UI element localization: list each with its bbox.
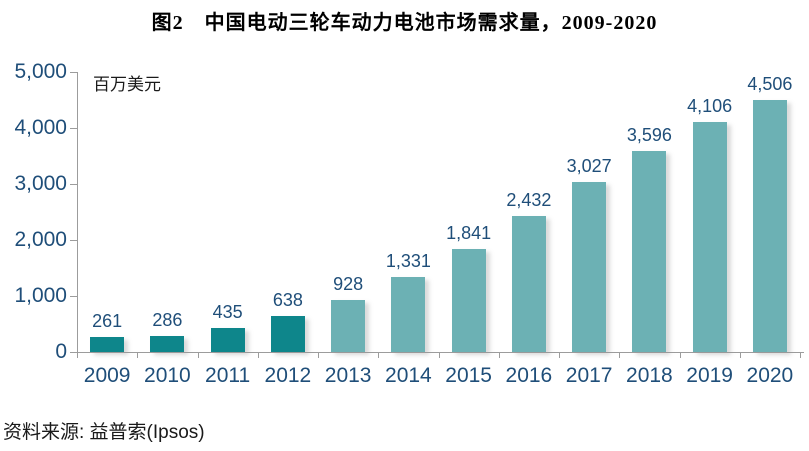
x-axis-label-2009: 2009 <box>83 364 131 387</box>
bar-value-2016: 2,432 <box>506 189 552 210</box>
bar-value-2012: 638 <box>272 290 303 311</box>
bar-2012 <box>270 316 305 352</box>
x-tick <box>137 352 139 358</box>
y-tick <box>70 352 77 353</box>
bar-value-2010: 286 <box>152 309 183 330</box>
y-tick <box>70 72 77 73</box>
x-axis-label-2012: 2012 <box>264 364 312 387</box>
bar-2014 <box>391 277 426 352</box>
y-tick-label: 5,000 <box>14 60 67 83</box>
x-axis-label-2018: 2018 <box>626 364 673 387</box>
chart-title: 图2 中国电动三轮车动力电池市场需求量，2009-2020 <box>151 12 658 34</box>
bar-2015 <box>451 248 486 352</box>
y-tick <box>70 296 77 297</box>
bar-2013 <box>331 300 366 352</box>
y-tick-label: 3,000 <box>14 172 67 195</box>
x-axis-label-2015: 2015 <box>445 364 492 387</box>
x-axis-line <box>77 352 804 353</box>
x-tick <box>197 352 199 358</box>
y-tick-label: 1,000 <box>14 284 67 307</box>
bar-2018 <box>632 150 667 352</box>
y-tick-label: 2,000 <box>14 228 67 251</box>
bar-value-2013: 928 <box>333 274 364 295</box>
y-axis-line <box>77 72 78 352</box>
bar-2011 <box>210 327 245 352</box>
y-tick <box>70 128 77 129</box>
bar-value-2014: 1,331 <box>385 251 431 272</box>
x-tick <box>378 352 380 358</box>
bar-2017 <box>572 182 607 352</box>
bar-value-2009: 261 <box>92 311 123 332</box>
bar-2009 <box>90 337 125 352</box>
bar-2020 <box>752 99 787 352</box>
y-tick-label: 0 <box>55 340 67 363</box>
unit-label: 百万美元 <box>93 75 161 94</box>
x-tick <box>679 352 681 358</box>
bar-value-2020: 4,506 <box>747 73 793 94</box>
bar-2010 <box>150 335 185 352</box>
x-axis-label-2019: 2019 <box>686 364 733 387</box>
x-axis-label-2017: 2017 <box>565 364 613 387</box>
x-tick <box>77 352 78 358</box>
y-tick-label: 4,000 <box>14 116 67 139</box>
x-tick <box>800 352 801 358</box>
x-tick <box>739 352 741 358</box>
x-tick <box>498 352 500 358</box>
x-tick <box>438 352 440 358</box>
bar-2016 <box>511 215 546 352</box>
source-note: 资料来源: 益普索(Ipsos) <box>3 422 205 443</box>
x-axis-label-2020: 2020 <box>746 364 794 387</box>
x-tick <box>559 352 560 358</box>
x-axis-label-2014: 2014 <box>385 364 432 387</box>
bar-value-2019: 4,106 <box>687 96 733 117</box>
bar-value-2015: 1,841 <box>446 222 492 243</box>
x-axis-label-2011: 2011 <box>205 364 251 387</box>
x-tick <box>318 352 319 358</box>
x-axis-label-2010: 2010 <box>144 364 191 387</box>
y-tick <box>70 240 77 241</box>
bar-value-2011: 435 <box>212 301 243 322</box>
x-tick <box>257 352 259 358</box>
x-axis-label-2013: 2013 <box>324 364 372 387</box>
x-axis-label-2016: 2016 <box>505 364 553 387</box>
y-tick <box>70 184 77 185</box>
bar-value-2017: 3,027 <box>566 156 612 177</box>
bar-2019 <box>692 122 727 352</box>
bar-value-2018: 3,596 <box>626 124 672 145</box>
x-tick <box>619 352 621 358</box>
